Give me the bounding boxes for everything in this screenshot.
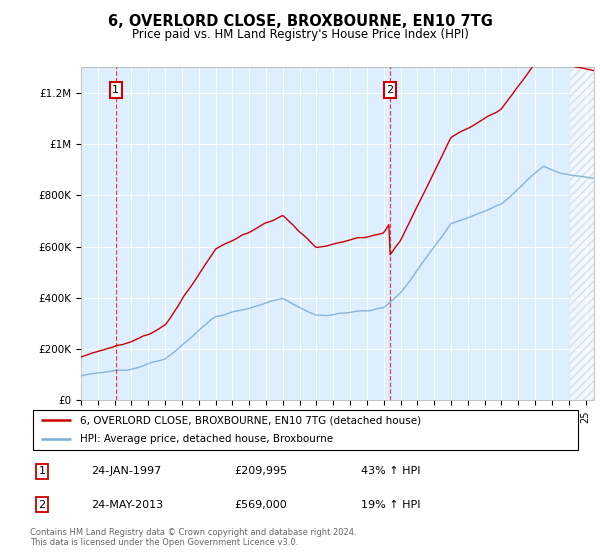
Text: 2: 2 [386, 85, 394, 95]
Text: 6, OVERLORD CLOSE, BROXBOURNE, EN10 7TG: 6, OVERLORD CLOSE, BROXBOURNE, EN10 7TG [107, 14, 493, 29]
Text: 1: 1 [112, 85, 119, 95]
Text: Price paid vs. HM Land Registry's House Price Index (HPI): Price paid vs. HM Land Registry's House … [131, 28, 469, 41]
Text: 6, OVERLORD CLOSE, BROXBOURNE, EN10 7TG (detached house): 6, OVERLORD CLOSE, BROXBOURNE, EN10 7TG … [80, 415, 421, 425]
Text: 24-MAY-2013: 24-MAY-2013 [91, 500, 163, 510]
Text: 1: 1 [38, 466, 46, 476]
Text: HPI: Average price, detached house, Broxbourne: HPI: Average price, detached house, Brox… [80, 435, 333, 445]
Text: £209,995: £209,995 [234, 466, 287, 476]
Text: £569,000: £569,000 [234, 500, 287, 510]
FancyBboxPatch shape [33, 410, 578, 450]
Text: Contains HM Land Registry data © Crown copyright and database right 2024.
This d: Contains HM Land Registry data © Crown c… [30, 528, 356, 547]
Text: 2: 2 [38, 500, 46, 510]
Bar [569, 67, 594, 400]
Text: 43% ↑ HPI: 43% ↑ HPI [361, 466, 421, 476]
Text: 19% ↑ HPI: 19% ↑ HPI [361, 500, 421, 510]
Text: 24-JAN-1997: 24-JAN-1997 [91, 466, 161, 476]
